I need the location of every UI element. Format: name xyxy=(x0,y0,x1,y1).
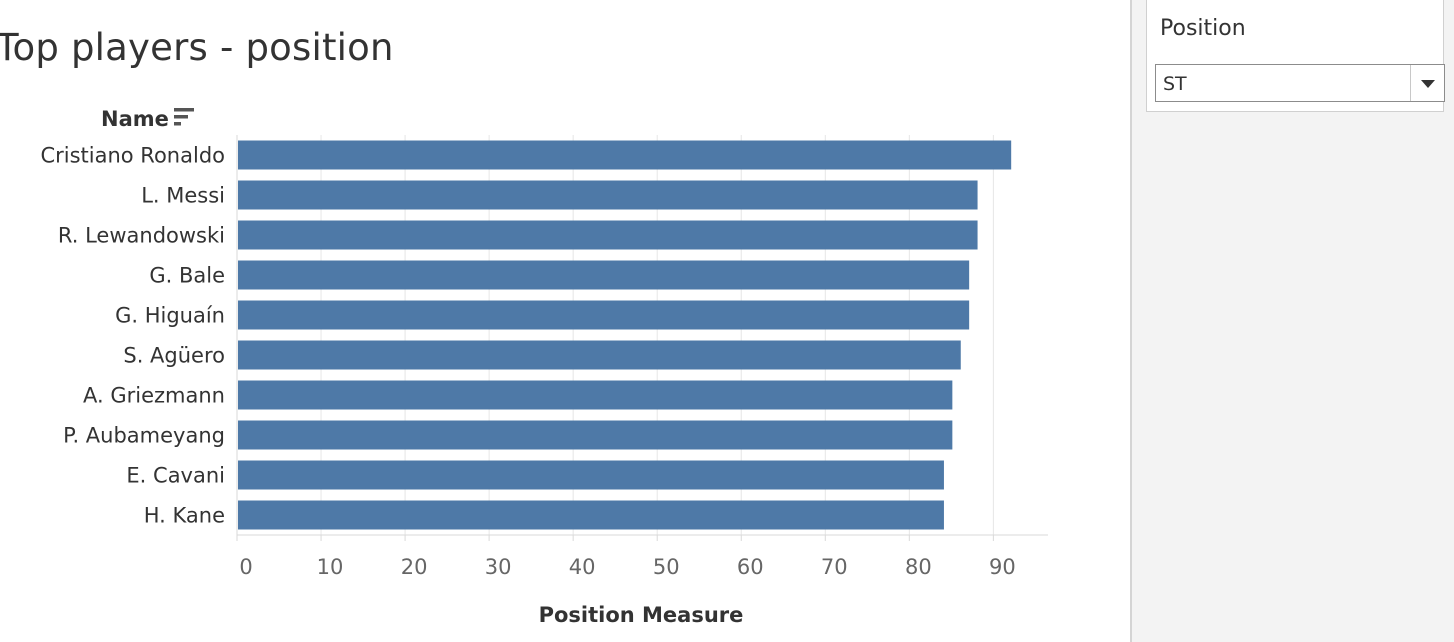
sort-descending-icon[interactable] xyxy=(174,108,194,126)
x-tick-label: 20 xyxy=(401,555,428,579)
x-tick-label: 70 xyxy=(821,555,848,579)
y-category-label: E. Cavani xyxy=(126,464,225,488)
x-tick-label: 60 xyxy=(737,555,764,579)
bar[interactable] xyxy=(238,140,1012,170)
bar[interactable] xyxy=(238,180,978,210)
chevron-down-icon xyxy=(1421,80,1435,88)
bar[interactable] xyxy=(238,260,970,290)
y-category-label: G. Higuaín xyxy=(115,304,225,328)
x-tick-label: 30 xyxy=(485,555,512,579)
x-tick-label: 40 xyxy=(569,555,596,579)
y-category-label: A. Griezmann xyxy=(83,384,225,408)
position-select-value: ST xyxy=(1163,73,1187,95)
y-category-label: Cristiano Ronaldo xyxy=(40,144,225,168)
x-tick-label: 0 xyxy=(239,555,252,579)
bar[interactable] xyxy=(238,500,944,530)
x-tick-label: 50 xyxy=(653,555,680,579)
x-tick-label: 10 xyxy=(317,555,344,579)
bar[interactable] xyxy=(238,300,970,330)
y-category-label: P. Aubameyang xyxy=(63,424,225,448)
bar-chart: Cristiano Ronaldo L. Messi R. Lewandowski G… xyxy=(40,107,1048,627)
y-category-label: R. Lewandowski xyxy=(58,224,225,248)
bar[interactable] xyxy=(238,340,961,370)
y-category-label: L. Messi xyxy=(141,184,225,208)
position-select[interactable]: ST xyxy=(1155,64,1445,102)
y-category-label: S. Agüero xyxy=(123,344,225,368)
dropdown-button[interactable] xyxy=(1410,65,1444,101)
y-category-label: H. Kane xyxy=(144,504,225,528)
y-axis-title[interactable]: Name xyxy=(101,107,169,131)
bar[interactable] xyxy=(238,420,953,450)
filter-panel: Position ST xyxy=(1130,0,1454,642)
bar[interactable] xyxy=(238,460,944,490)
x-axis-title: Position Measure xyxy=(539,603,744,627)
x-tick-label: 90 xyxy=(989,555,1016,579)
page-title: Top players - position xyxy=(0,26,394,69)
filter-title: Position xyxy=(1160,16,1246,41)
bar[interactable] xyxy=(238,380,953,410)
y-category-label: G. Bale xyxy=(149,264,225,288)
x-tick-label: 80 xyxy=(905,555,932,579)
bar[interactable] xyxy=(238,220,978,250)
position-filter-card: Position ST xyxy=(1146,0,1445,112)
